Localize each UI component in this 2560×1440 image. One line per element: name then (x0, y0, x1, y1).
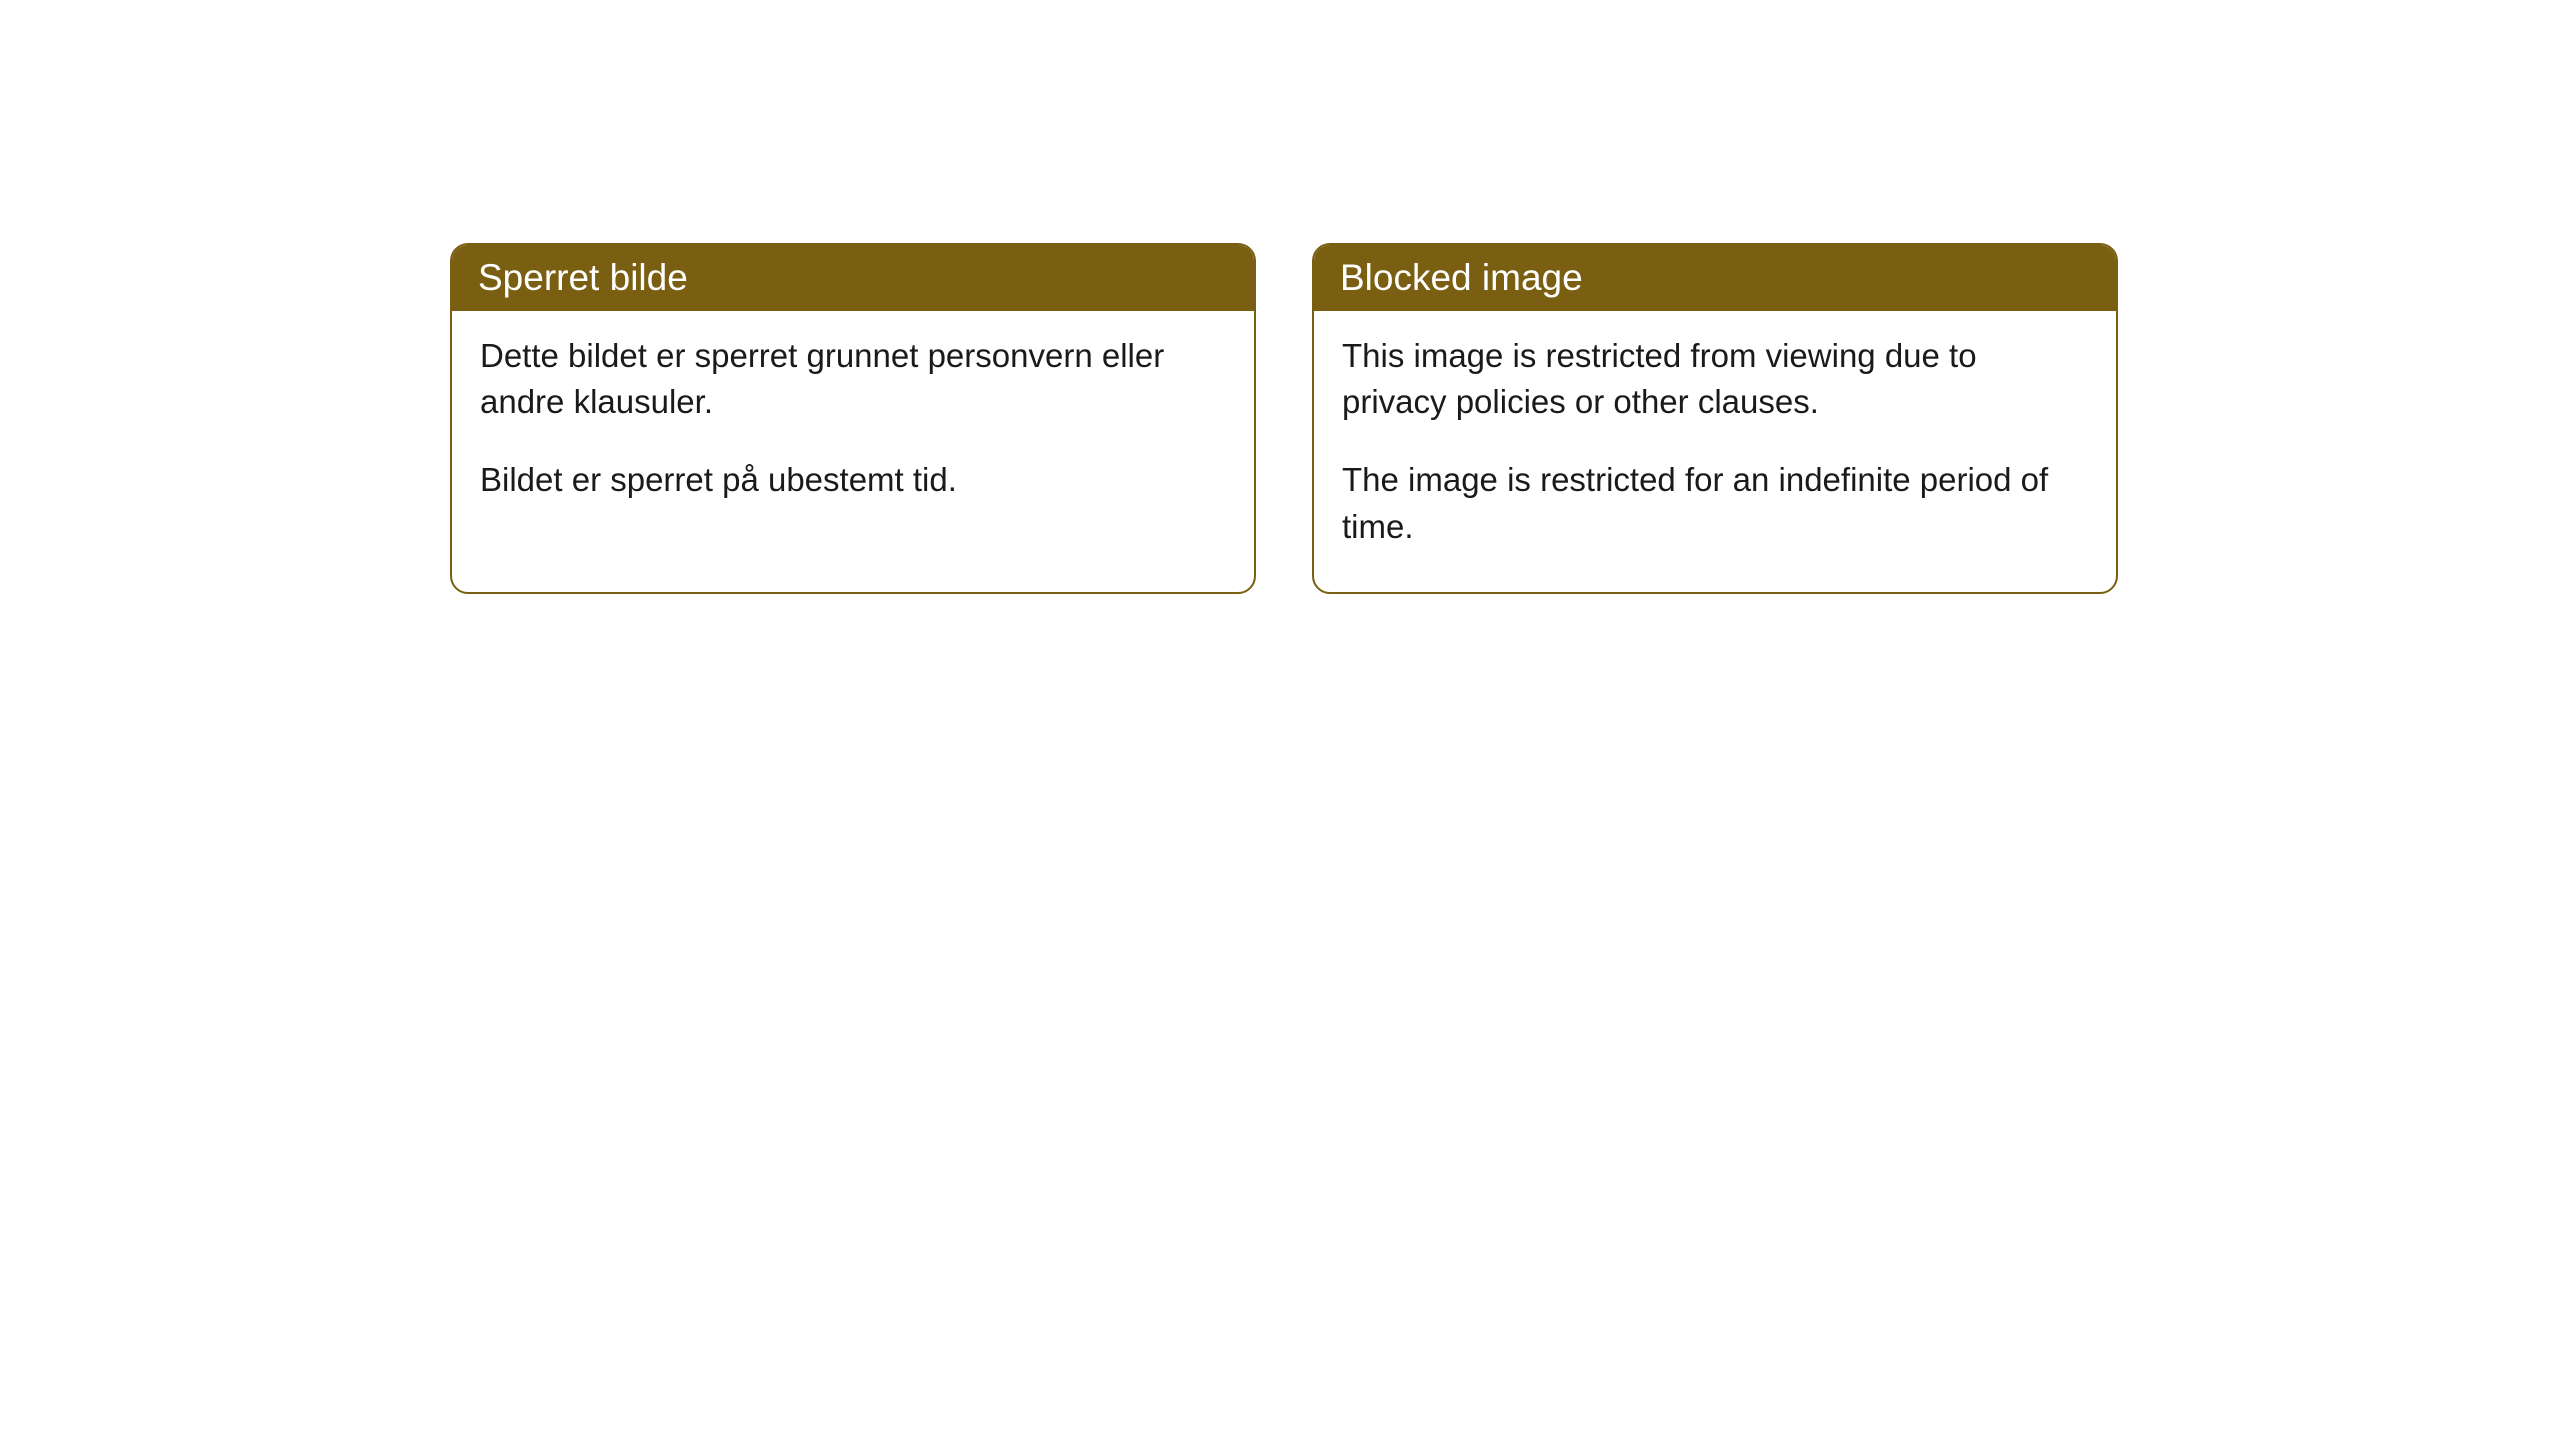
notice-card-english: Blocked image This image is restricted f… (1312, 243, 2118, 594)
notice-text-line2: Bildet er sperret på ubestemt tid. (480, 457, 1226, 503)
notice-text-line2: The image is restricted for an indefinit… (1342, 457, 2088, 549)
notice-text-line1: Dette bildet er sperret grunnet personve… (480, 333, 1226, 425)
notice-cards-container: Sperret bilde Dette bildet er sperret gr… (450, 243, 2118, 594)
card-header: Sperret bilde (452, 245, 1254, 311)
card-title: Blocked image (1340, 257, 1583, 298)
card-header: Blocked image (1314, 245, 2116, 311)
notice-text-line1: This image is restricted from viewing du… (1342, 333, 2088, 425)
card-title: Sperret bilde (478, 257, 688, 298)
card-body: This image is restricted from viewing du… (1314, 311, 2116, 592)
card-body: Dette bildet er sperret grunnet personve… (452, 311, 1254, 546)
notice-card-norwegian: Sperret bilde Dette bildet er sperret gr… (450, 243, 1256, 594)
